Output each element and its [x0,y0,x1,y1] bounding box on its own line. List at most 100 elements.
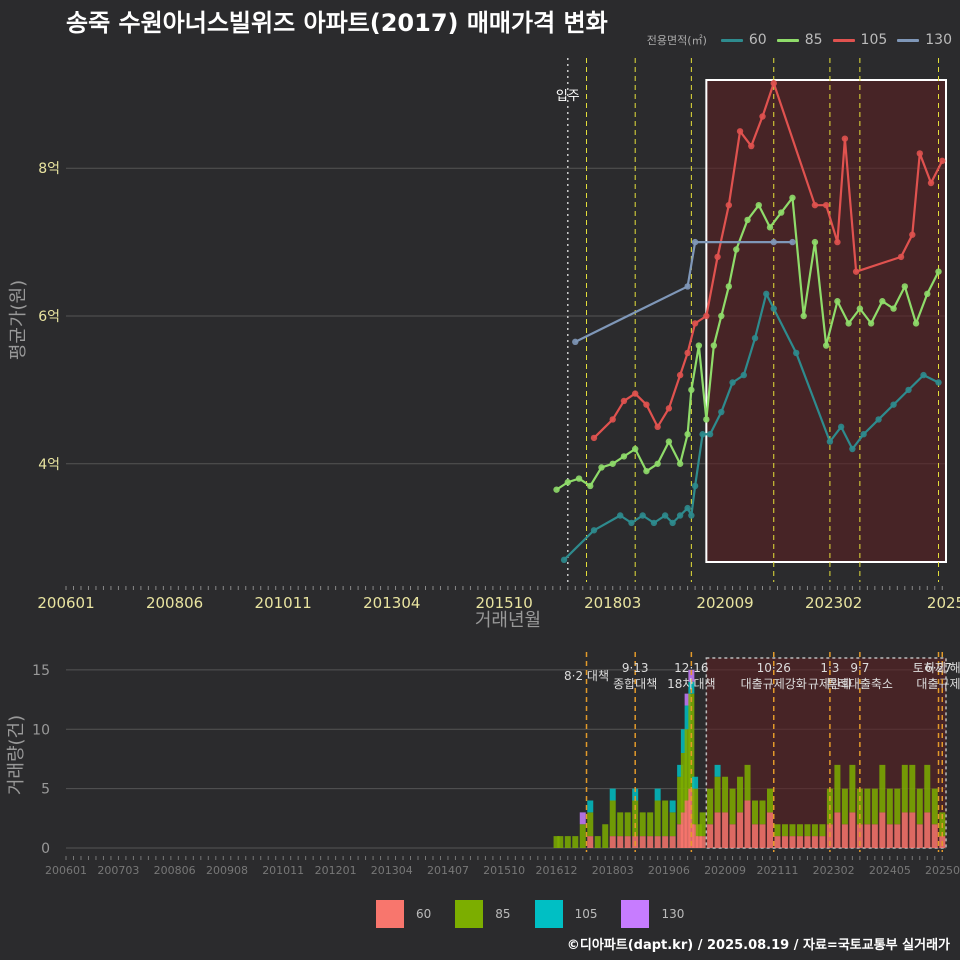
data-point-85 [822,342,830,349]
volume-bar-85 [752,800,759,825]
volume-bar-60 [894,824,901,848]
volume-bar-60 [699,836,706,848]
vol-x-tick-label: 200601 [45,864,87,877]
legend-item-130: 130 [897,32,952,48]
vol-x-tick-label: 202302 [813,864,855,877]
legend-bottom-label-130: 130 [661,907,685,921]
vol-x-tick-label: 200908 [206,864,248,877]
area-legend-top: 전용면적(㎡) 60 85 105 130 [647,32,952,48]
volume-bar-85 [819,824,826,837]
data-point-130 [789,238,796,246]
vol-x-tick-label: 201906 [648,864,690,877]
data-point-105 [703,312,710,320]
volume-bar-85 [699,812,706,837]
volume-bar-85 [901,764,908,813]
volume-bar-85 [924,764,931,813]
vol-x-tick-label: 201612 [536,864,578,877]
data-point-85 [901,283,909,290]
volume-bar-60 [789,836,796,848]
volume-bar-85 [695,824,702,837]
data-point-60 [849,445,856,453]
legend-title: 전용면적(㎡) [646,34,707,47]
x-tick-label: 201510 [475,594,532,612]
vol-x-tick-label: 201304 [371,864,413,877]
volume-bar-60 [669,836,676,848]
legend-bottom-swatch-85 [455,900,484,928]
volume-bar-85 [579,824,586,848]
y-axis-title: 평균가(원) [8,280,29,360]
volume-bar-85 [916,788,923,825]
highlight-box [705,79,948,563]
data-point-85 [718,312,725,320]
data-point-60 [650,519,658,527]
data-point-60 [639,512,646,519]
data-point-60 [706,431,714,438]
volume-bar-60 [901,812,908,848]
data-point-105 [609,416,616,423]
volume-bar-60 [729,824,736,848]
data-point-85 [755,201,762,209]
data-point-105 [939,157,946,165]
volume-bar-60 [811,836,818,848]
data-point-105 [822,201,830,209]
legend-bottom-item-85: 85 [455,900,511,928]
volume-bar-60 [744,800,751,848]
volume-bar-85 [781,824,788,837]
data-point-105 [770,80,777,87]
legend-label-85: 85 [804,32,823,48]
policy-annotation-label: 토허제 해제 [913,661,960,675]
volume-bar-130 [684,693,691,706]
data-point-105 [909,231,916,238]
legend-item-105: 105 [832,32,887,48]
data-point-105 [665,405,673,412]
data-point-105 [811,201,819,209]
data-point-60 [729,379,736,386]
x-tick-label: 202009 [696,594,753,612]
x-tick-label: 201011 [255,594,312,612]
data-point-85 [553,486,560,493]
data-point-60 [890,401,897,408]
data-point-85 [912,320,920,327]
volume-bar-60 [722,812,729,848]
volume-bar-60 [781,836,788,848]
volume-bar-105 [688,681,695,694]
volume-bar-105 [677,764,684,777]
volume-bar-105 [684,705,691,730]
volume-bar-105 [669,800,676,813]
data-point-85 [834,298,841,305]
volume-bar-60 [677,824,684,848]
legend-bottom-swatch-60 [376,900,404,928]
vol-x-tick-label: 201803 [592,864,634,877]
volume-bar-85 [841,788,848,825]
volume-bar-85 [767,788,773,813]
volume-bar-60 [609,836,616,848]
volume-bar-105 [632,788,639,801]
volume-bar-60 [924,812,931,848]
data-point-60 [875,416,882,423]
data-point-105 [676,371,684,379]
data-point-105 [759,113,766,120]
volume-bar-60 [796,836,803,848]
data-point-105 [714,253,721,261]
data-point-60 [935,379,942,386]
vol-x-tick-label: 200703 [97,864,139,877]
vol-x-tick-label: 201201 [315,864,357,877]
data-point-130 [770,238,777,246]
x-tick-label: 200601 [37,594,94,612]
data-point-60 [718,408,725,416]
volume-bar-85 [669,812,676,837]
volume-bar-60 [834,812,841,848]
y-tick-label: 8억 [38,161,60,177]
volume-bar-60 [639,836,646,848]
volume-bar-60 [774,836,781,848]
data-point-60 [905,386,912,394]
volume-bar-85 [729,788,736,825]
policy-annotation-label: 10·26 [757,661,791,675]
volume-bar-85 [617,812,624,837]
data-point-130 [684,283,691,290]
data-point-85 [744,216,751,224]
data-point-85 [587,482,594,490]
data-point-105 [834,238,841,246]
legend-bottom-label-85: 85 [495,907,511,921]
